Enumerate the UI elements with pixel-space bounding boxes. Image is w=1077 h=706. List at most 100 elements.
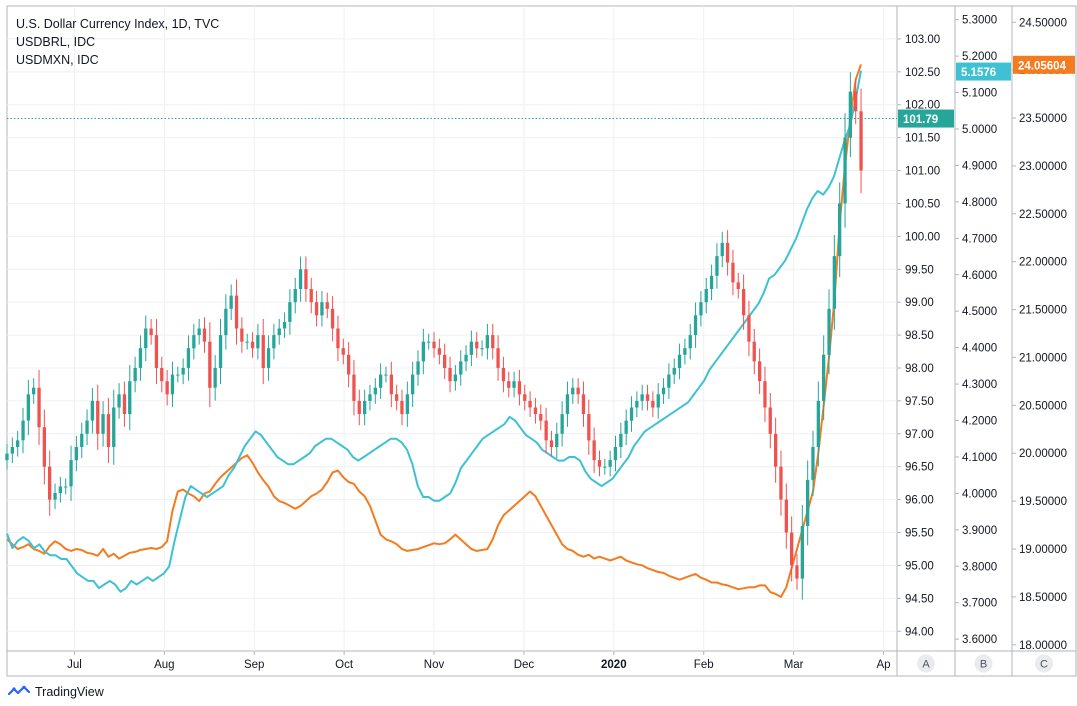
- axis-b-tick-label: 4.0000: [962, 488, 997, 500]
- dxy-candle: [74, 447, 78, 461]
- brand[interactable]: TradingView: [8, 685, 104, 699]
- dxy-candle: [651, 400, 655, 408]
- dxy-candle: [512, 381, 516, 388]
- axis-c-tick-label: 20.50000: [1019, 400, 1067, 412]
- dxy-candle: [224, 308, 228, 336]
- dxy-candle: [357, 400, 361, 415]
- dxy-candle: [485, 335, 489, 349]
- dxy-candle: [480, 348, 484, 350]
- dxy-candle: [683, 348, 687, 355]
- axis-a-tick-label: 95.50: [905, 528, 934, 540]
- dxy-candle: [469, 341, 473, 355]
- dxy-candle: [411, 374, 415, 395]
- dxy-candle: [149, 328, 153, 336]
- axis-b-tick-label: 5.1000: [962, 88, 997, 100]
- chart-legend: U.S. Dollar Currency Index, 1D, TVC USDB…: [16, 15, 219, 69]
- axis-b-tick-label: 4.3000: [962, 379, 997, 391]
- dxy-candle: [758, 361, 762, 382]
- dxy-candle: [368, 394, 372, 401]
- dxy-candle: [314, 302, 319, 316]
- axis-a-tick-label: 103.00: [905, 34, 940, 46]
- axis-a-tick-label: 98.00: [905, 363, 934, 375]
- axis-b-tick-label: 3.7000: [962, 598, 997, 610]
- dxy-candle: [555, 433, 559, 447]
- scale-button-label[interactable]: A: [922, 659, 930, 671]
- scale-button-c[interactable]: [1035, 654, 1053, 673]
- axis-a-tick-label: 94.00: [905, 626, 934, 638]
- dxy-candle: [181, 368, 185, 375]
- scale-button-label[interactable]: B: [980, 659, 987, 671]
- dxy-candle: [507, 381, 511, 388]
- dxy-candle: [160, 368, 164, 382]
- time-axis-label: Nov: [424, 659, 445, 671]
- dxy-candle: [261, 335, 265, 368]
- legend-dxy: U.S. Dollar Currency Index, 1D, TVC: [16, 17, 220, 31]
- axis-b-tick-label: 4.5000: [962, 306, 997, 318]
- dxy-candle: [752, 341, 756, 362]
- dxy-candle: [85, 420, 89, 434]
- dxy-candle: [325, 302, 329, 309]
- dxy-candle: [37, 387, 41, 428]
- scale-button-label[interactable]: C: [1040, 659, 1048, 671]
- scale-button-b[interactable]: [974, 654, 993, 673]
- axis-a-tick-label: 102.00: [905, 100, 940, 112]
- axis-c-tick-label: 19.00000: [1019, 544, 1067, 556]
- axis-b-tick-label: 3.8000: [962, 561, 997, 573]
- dxy-candle: [192, 335, 196, 349]
- time-axis-label: 2020: [601, 659, 627, 671]
- legend-usdmxn: USDMXN, IDC: [16, 53, 99, 67]
- dxy-candle: [80, 433, 84, 447]
- dxy-candle: [736, 282, 740, 289]
- dxy-candle: [747, 315, 751, 342]
- dxy-candle: [379, 374, 383, 388]
- dxy-candle: [421, 341, 425, 362]
- dxy-candle: [592, 440, 596, 461]
- axis-c-tick-label: 23.50000: [1019, 113, 1067, 125]
- axis-a-tick-label: 95.00: [905, 560, 934, 572]
- dxy-last-price-tag: [898, 109, 954, 128]
- dxy-candle: [742, 289, 746, 316]
- dxy-candle: [293, 289, 297, 303]
- dxy-candle: [395, 394, 399, 401]
- dxy-candle: [42, 427, 46, 467]
- dxy-candle: [69, 460, 73, 487]
- axis-a-tick-label: 101.50: [905, 133, 940, 145]
- dxy-candle: [549, 440, 554, 447]
- dxy-candle: [827, 308, 831, 355]
- brand-name: TradingView: [35, 685, 104, 699]
- dxy-candle: [677, 354, 682, 368]
- axis-b-tick-label: 3.9000: [962, 525, 997, 537]
- axis-c-tick-label: 18.00000: [1019, 640, 1067, 652]
- time-axis-label: Ap: [876, 659, 890, 671]
- axis-c-tick-label: 20.00000: [1019, 448, 1067, 460]
- dxy-candle: [138, 348, 143, 368]
- scale-button-a[interactable]: [917, 654, 935, 673]
- axis-a-tick-label: 99.00: [905, 297, 934, 309]
- axis-a-tick-label: 97.00: [905, 429, 934, 441]
- dxy-candle: [709, 275, 714, 289]
- dxy-candle: [603, 466, 607, 468]
- axis-a-tick-label: 99.50: [905, 264, 934, 276]
- dxy-last-price-label: 101.79: [903, 114, 938, 126]
- dxy-candle: [437, 348, 441, 355]
- dxy-candle: [629, 407, 634, 421]
- dxy-candle: [656, 394, 660, 408]
- axis-b-tick-label: 4.2000: [962, 416, 997, 428]
- dxy-candle: [859, 111, 863, 171]
- time-axis-label: Aug: [154, 659, 174, 671]
- axis-c-tick-label: 22.50000: [1019, 209, 1067, 221]
- dxy-candle: [704, 289, 708, 303]
- usdmxn-line: [6, 64, 862, 598]
- dxy-candle: [213, 368, 217, 388]
- dxy-candle: [373, 387, 377, 395]
- dxy-candle: [309, 289, 313, 303]
- dxy-candle: [352, 374, 356, 401]
- axis-a-tick-label: 94.50: [905, 593, 934, 605]
- dxy-candle: [21, 420, 25, 441]
- axis-c-tick-label: 21.50000: [1019, 305, 1067, 317]
- axis-b-tick-label: 5.0000: [962, 124, 997, 136]
- axis-a-tick-label: 101.00: [905, 166, 940, 178]
- time-axis-label: Oct: [335, 659, 354, 671]
- time-axis-label: Jul: [67, 659, 82, 671]
- axis-a-tick-label: 100.50: [905, 198, 940, 210]
